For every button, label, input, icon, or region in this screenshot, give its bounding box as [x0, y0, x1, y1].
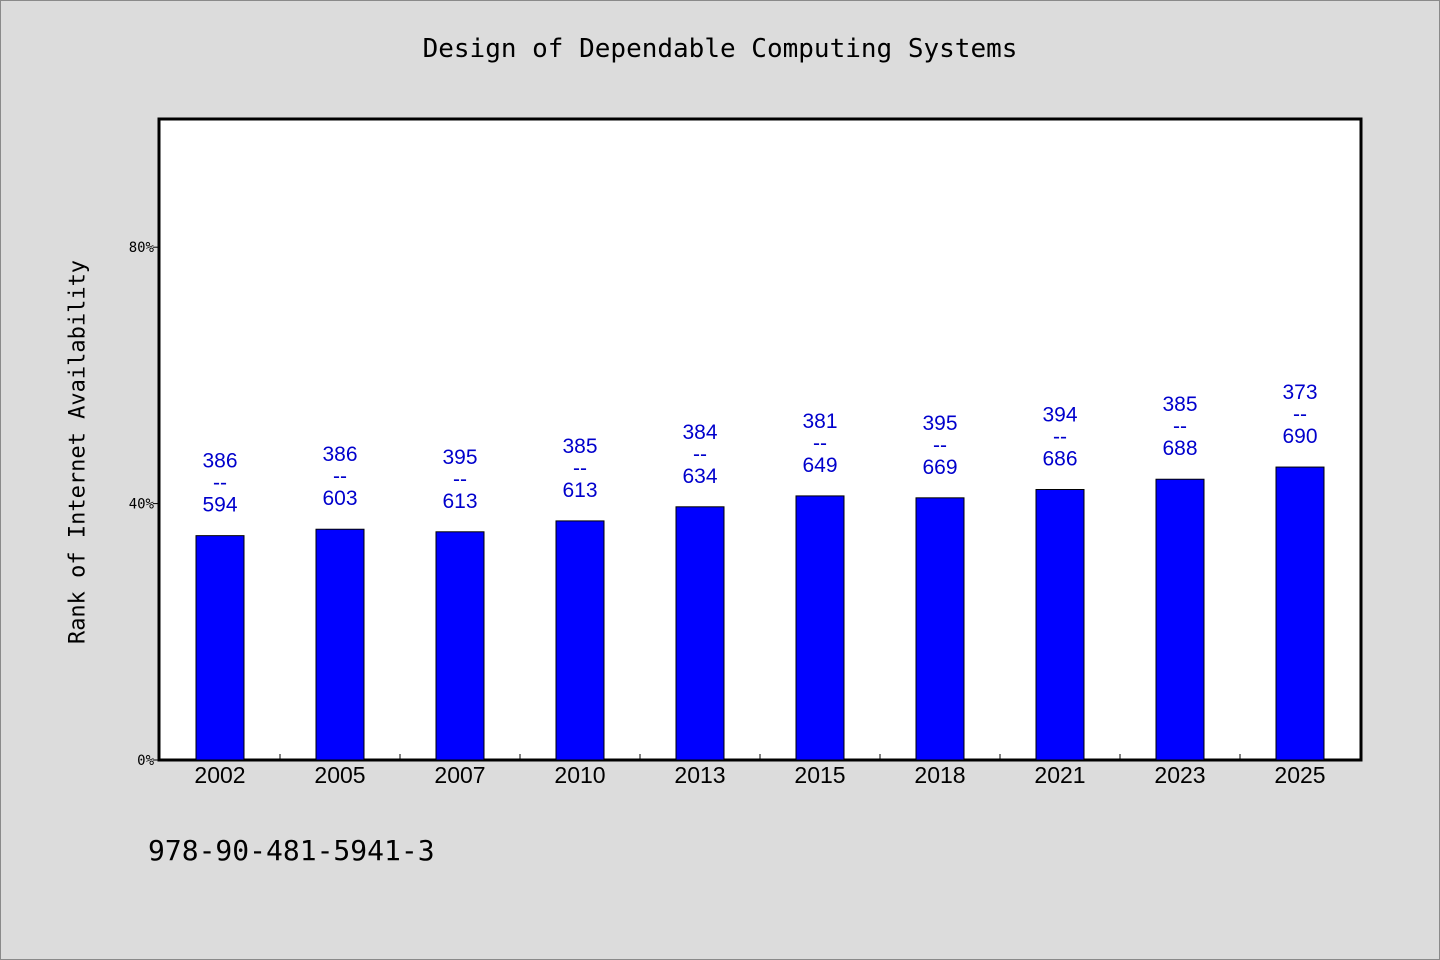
x-tick-label: 2007	[434, 762, 485, 788]
bar-label-separator: --	[1053, 425, 1067, 448]
y-tick-label: 40%	[129, 497, 155, 513]
bar-label-top: 385	[1162, 393, 1197, 416]
bar-label-separator: --	[573, 457, 587, 480]
y-axis-ticks: 0% 40% 80%	[129, 240, 160, 769]
bars-group	[195, 466, 1325, 761]
x-tick-label: 2018	[914, 762, 965, 788]
y-tick-label: 0%	[137, 753, 154, 769]
bar	[675, 506, 725, 761]
isbn-text: 978-90-481-5941-3	[148, 834, 435, 867]
bar	[195, 535, 245, 761]
x-tick-label: 2005	[314, 762, 365, 788]
bar	[555, 520, 605, 761]
bar-label-separator: --	[813, 432, 827, 455]
x-tick-label: 2023	[1154, 762, 1205, 788]
bar-label-top: 373	[1282, 381, 1317, 404]
x-tick-label: 2015	[794, 762, 845, 788]
bar-label-separator: --	[933, 434, 947, 457]
bar-label-separator: --	[693, 443, 707, 466]
bar-label-bottom: 594	[202, 494, 237, 517]
bar-label-separator: --	[333, 465, 347, 488]
bar-label-separator: --	[1173, 415, 1187, 438]
bar-label-top: 395	[922, 412, 957, 435]
bar	[1155, 478, 1205, 761]
bar-label-separator: --	[453, 468, 467, 491]
bar-labels-group: 386--594386--603395--613385--613384--634…	[202, 381, 1317, 517]
chart-title: Design of Dependable Computing Systems	[422, 34, 1018, 64]
bar-label-top: 386	[322, 443, 357, 466]
bar-label-top: 394	[1042, 403, 1077, 426]
bar	[1275, 466, 1325, 761]
bar-label-bottom: 686	[1042, 447, 1077, 470]
bar-label-separator: --	[213, 472, 227, 495]
bar	[1035, 488, 1085, 761]
bar-label-bottom: 613	[442, 490, 477, 513]
bar-label-bottom: 649	[802, 454, 837, 477]
bar	[435, 531, 485, 761]
x-tick-label: 2010	[554, 762, 605, 788]
x-tick-label: 2002	[194, 762, 245, 788]
bar-label-top: 395	[442, 446, 477, 469]
bar	[315, 528, 365, 761]
bar	[915, 497, 965, 761]
bar-label-bottom: 613	[562, 479, 597, 502]
y-tick-label: 80%	[129, 240, 155, 256]
bar-label-top: 384	[682, 421, 717, 444]
bar	[795, 495, 845, 761]
bar-label-bottom: 688	[1162, 437, 1197, 460]
x-tick-label: 2021	[1034, 762, 1085, 788]
x-axis-ticks: 2002 2005 2007 2010 2013 2015 2018 2021 2023 2025	[194, 754, 1326, 788]
bar-label-bottom: 634	[682, 465, 717, 488]
bar-label-top: 385	[562, 435, 597, 458]
bar-label-bottom: 603	[322, 487, 357, 510]
bar-label-top: 381	[802, 410, 837, 433]
x-tick-label: 2025	[1274, 762, 1325, 788]
bar-label-top: 386	[202, 450, 237, 473]
bar-label-bottom: 669	[922, 456, 957, 479]
x-tick-label: 2013	[674, 762, 725, 788]
bar-label-separator: --	[1293, 403, 1307, 426]
bar-label-bottom: 690	[1282, 425, 1317, 448]
